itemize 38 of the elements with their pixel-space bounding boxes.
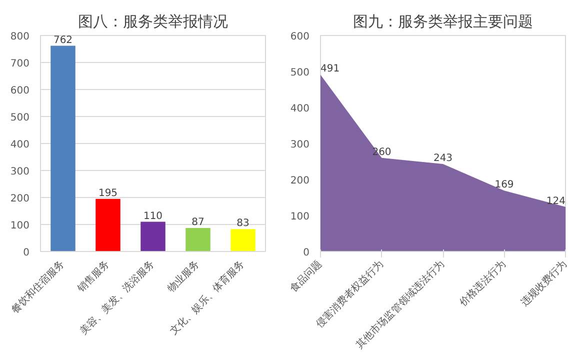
chart-title: 图九：服务类举报主要问题 (353, 12, 533, 30)
data-label: 243 (433, 153, 453, 164)
bar (230, 229, 256, 252)
data-label: 762 (53, 34, 73, 46)
y-tick-label: 200 (10, 194, 30, 204)
y-tick-label: 200 (290, 176, 310, 186)
bar (50, 46, 76, 252)
data-label: 83 (236, 218, 250, 230)
y-tick-label: 300 (10, 166, 30, 178)
data-label: 124 (546, 196, 566, 207)
x-tick-label: 违规收费行为 (518, 258, 570, 309)
x-tick-label: 销售服务 (74, 258, 112, 296)
y-tick-label: 400 (10, 140, 30, 150)
data-label: 87 (192, 217, 204, 228)
x-tick-label: 食品问题 (288, 258, 324, 295)
data-label: 491 (320, 64, 340, 75)
y-tick-label: 600 (290, 32, 310, 42)
y-tick-label: 0 (303, 248, 310, 258)
x-tick-label: 价格违法行为 (456, 258, 508, 310)
data-label: 110 (143, 210, 163, 222)
data-label: 169 (494, 180, 514, 191)
y-tick-label: 300 (290, 140, 310, 150)
bar (186, 228, 210, 252)
bar (140, 222, 166, 252)
y-tick-label: 500 (10, 112, 30, 124)
y-tick-label: 800 (10, 32, 30, 42)
data-label: 195 (98, 188, 118, 199)
x-tick-label: 餐饮和住宿服务 (8, 258, 67, 316)
y-tick-label: 100 (10, 220, 30, 232)
x-tick-label: 物业服务 (165, 258, 202, 295)
y-tick-label: 100 (290, 212, 310, 222)
y-tick-label: 400 (290, 104, 310, 114)
y-tick-label: 600 (10, 86, 30, 96)
chart-title: 图八：服务类举报情况 (78, 12, 228, 30)
y-tick-label: 500 (290, 68, 310, 78)
bar (96, 198, 120, 252)
y-tick-label: 700 (10, 58, 30, 70)
y-tick-label: 0 (23, 248, 30, 258)
